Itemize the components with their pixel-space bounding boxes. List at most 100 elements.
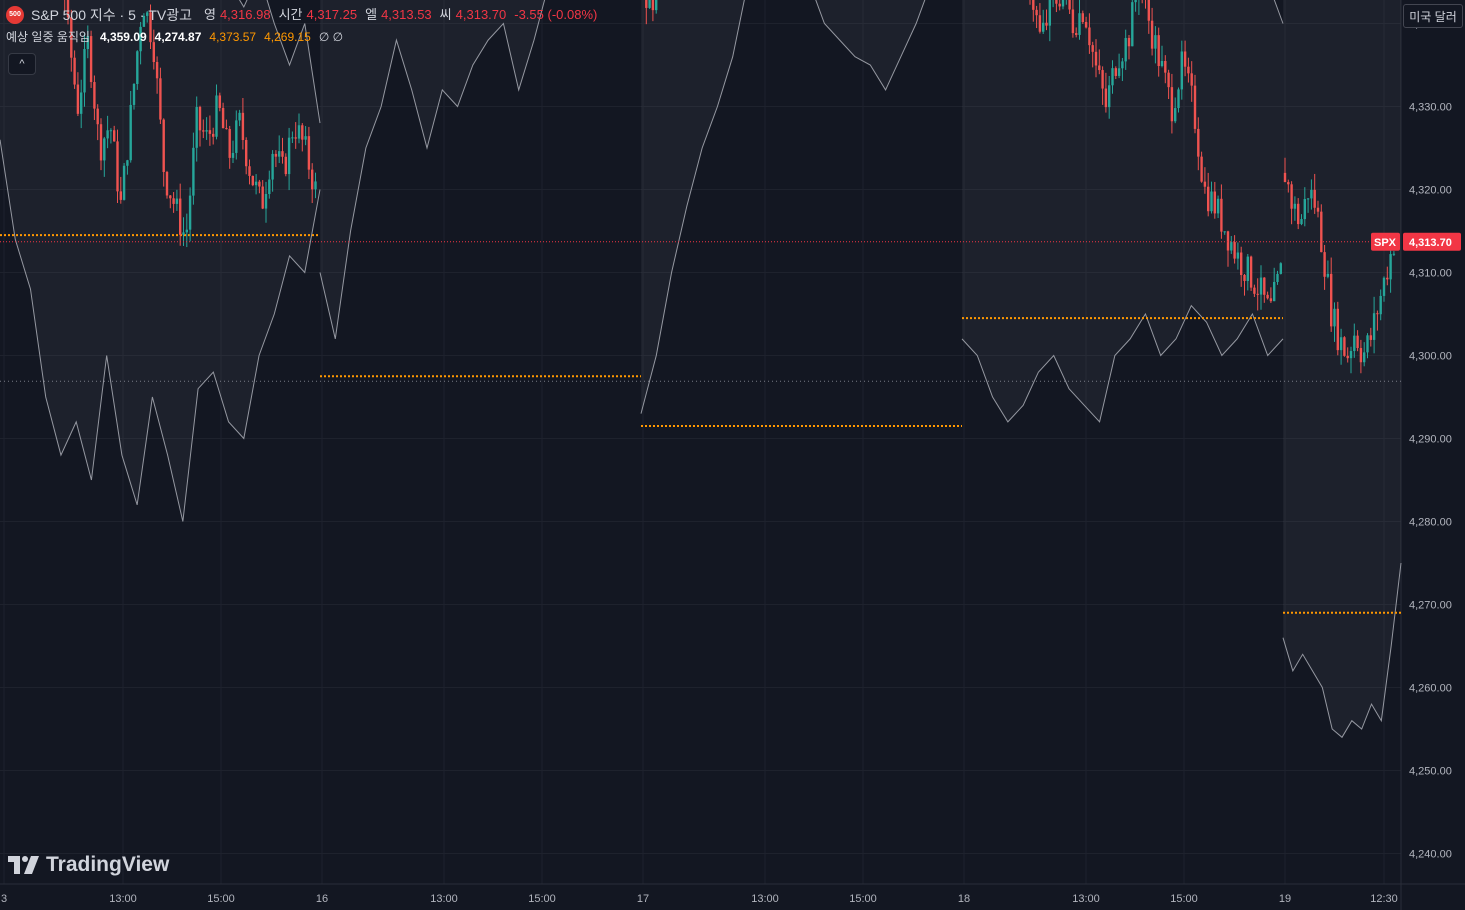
candle-body xyxy=(1263,277,1266,295)
indicator-label[interactable]: 예상 일중 움직임 xyxy=(6,30,90,44)
price-tick-label: 4,300.00 xyxy=(1409,351,1452,363)
time-tick-label: 16 xyxy=(316,893,328,905)
symbol-title[interactable]: S&P 500 지수 · 5 · TV광고 xyxy=(31,7,192,23)
candle-body xyxy=(1273,281,1276,302)
last-price-tag-label: 4,313.70 xyxy=(1409,237,1452,249)
candle-body xyxy=(1117,68,1121,76)
candle-body xyxy=(1297,203,1300,225)
time-tick-label: 3 xyxy=(1,893,7,905)
candle-body xyxy=(1269,298,1273,302)
candle-body xyxy=(126,160,129,166)
candle-body xyxy=(113,130,116,142)
candle-body xyxy=(188,195,192,230)
move-band-fill xyxy=(320,0,545,339)
candle-body xyxy=(129,104,132,161)
candle-body xyxy=(195,107,198,148)
candle-body xyxy=(1359,348,1363,363)
candle-body xyxy=(136,51,139,84)
candle-body xyxy=(1310,189,1313,199)
candle-body xyxy=(106,130,109,139)
time-tick-label: 15:00 xyxy=(207,893,235,905)
candle-body xyxy=(205,130,208,132)
move-band-lower xyxy=(640,0,926,414)
candle-body xyxy=(198,107,202,131)
candle-body xyxy=(1366,335,1369,353)
candle-body xyxy=(1233,242,1236,259)
candle-body xyxy=(648,0,651,8)
candle-body xyxy=(1078,13,1081,35)
candle-body xyxy=(1075,33,1078,35)
candle-body xyxy=(261,186,264,209)
candle-body xyxy=(304,136,307,140)
time-tick-label: 15:00 xyxy=(528,893,556,905)
collapse-legend-button[interactable]: ^ xyxy=(8,53,36,75)
candle-body xyxy=(1134,0,1137,3)
currency-button[interactable]: 미국 달러 xyxy=(1403,4,1463,28)
candle-body xyxy=(1323,252,1326,277)
candle-body xyxy=(86,36,89,50)
price-tick-label: 4,320.00 xyxy=(1409,185,1452,197)
candle-body xyxy=(1193,85,1197,129)
session-19 xyxy=(1282,0,1402,739)
move-band-lower xyxy=(1282,562,1402,739)
ohlc-high-value: 4,317.25 xyxy=(306,7,358,22)
symbol-badge-icon: 500 xyxy=(6,6,24,24)
candle-body xyxy=(1379,295,1382,315)
candle-body xyxy=(231,152,235,158)
candle-body xyxy=(1236,252,1240,259)
candle-body xyxy=(1101,70,1104,89)
candle-body xyxy=(284,156,287,175)
candle-body xyxy=(258,181,261,187)
candle-body xyxy=(1032,0,1035,10)
last-price-tag-bg xyxy=(1403,232,1461,251)
candle-body xyxy=(1114,68,1117,76)
candle-body xyxy=(251,175,254,186)
candle-body xyxy=(1111,68,1114,86)
candle-body xyxy=(1035,9,1038,16)
candle-body xyxy=(1061,0,1065,7)
candle-body xyxy=(294,137,297,139)
candle-body xyxy=(159,78,162,120)
candle-body xyxy=(1316,207,1320,212)
candle-body xyxy=(218,95,221,108)
ohlc-close-value: 4,313.70 xyxy=(455,7,507,22)
candle-body xyxy=(268,179,271,195)
candle-body xyxy=(1048,0,1051,26)
candle-body xyxy=(182,232,185,235)
move-band-fill xyxy=(1283,0,1401,738)
candle-body xyxy=(225,128,228,130)
candle-body xyxy=(1200,156,1203,182)
candle-body xyxy=(83,49,86,93)
candle-body xyxy=(1389,254,1392,280)
candle-body xyxy=(116,141,119,192)
candle-body xyxy=(274,153,278,157)
candle-body xyxy=(1210,191,1213,212)
candle-body xyxy=(1363,352,1366,363)
candle-body xyxy=(1339,337,1343,351)
ohlc-low-label: 엘 xyxy=(365,7,378,22)
candle-body xyxy=(1326,273,1330,277)
candle-body xyxy=(1293,203,1297,209)
candle-body xyxy=(1372,313,1376,340)
candle-body xyxy=(1253,287,1256,294)
candle-body xyxy=(1230,242,1233,251)
price-tick-label: 4,250.00 xyxy=(1409,766,1452,778)
candle-body xyxy=(1127,37,1131,47)
candle-body xyxy=(238,112,241,121)
candle-body xyxy=(155,62,159,79)
candle-body xyxy=(89,36,93,83)
candle-body xyxy=(1213,191,1216,214)
move-band-lower xyxy=(319,0,546,340)
candle-body xyxy=(651,0,655,11)
symbol-tag-label: SPX xyxy=(1374,237,1397,249)
candle-body xyxy=(119,191,122,200)
candle-body xyxy=(73,57,76,85)
candle-body xyxy=(1183,51,1187,67)
candle-body xyxy=(1259,277,1263,295)
candle-body xyxy=(1091,45,1094,52)
candle-body xyxy=(212,133,215,137)
candle-body xyxy=(1098,65,1101,71)
chevron-up-icon: ^ xyxy=(19,58,25,70)
candle-body xyxy=(1177,89,1180,109)
